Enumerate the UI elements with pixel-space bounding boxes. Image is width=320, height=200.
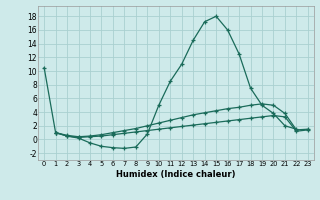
X-axis label: Humidex (Indice chaleur): Humidex (Indice chaleur) bbox=[116, 170, 236, 179]
